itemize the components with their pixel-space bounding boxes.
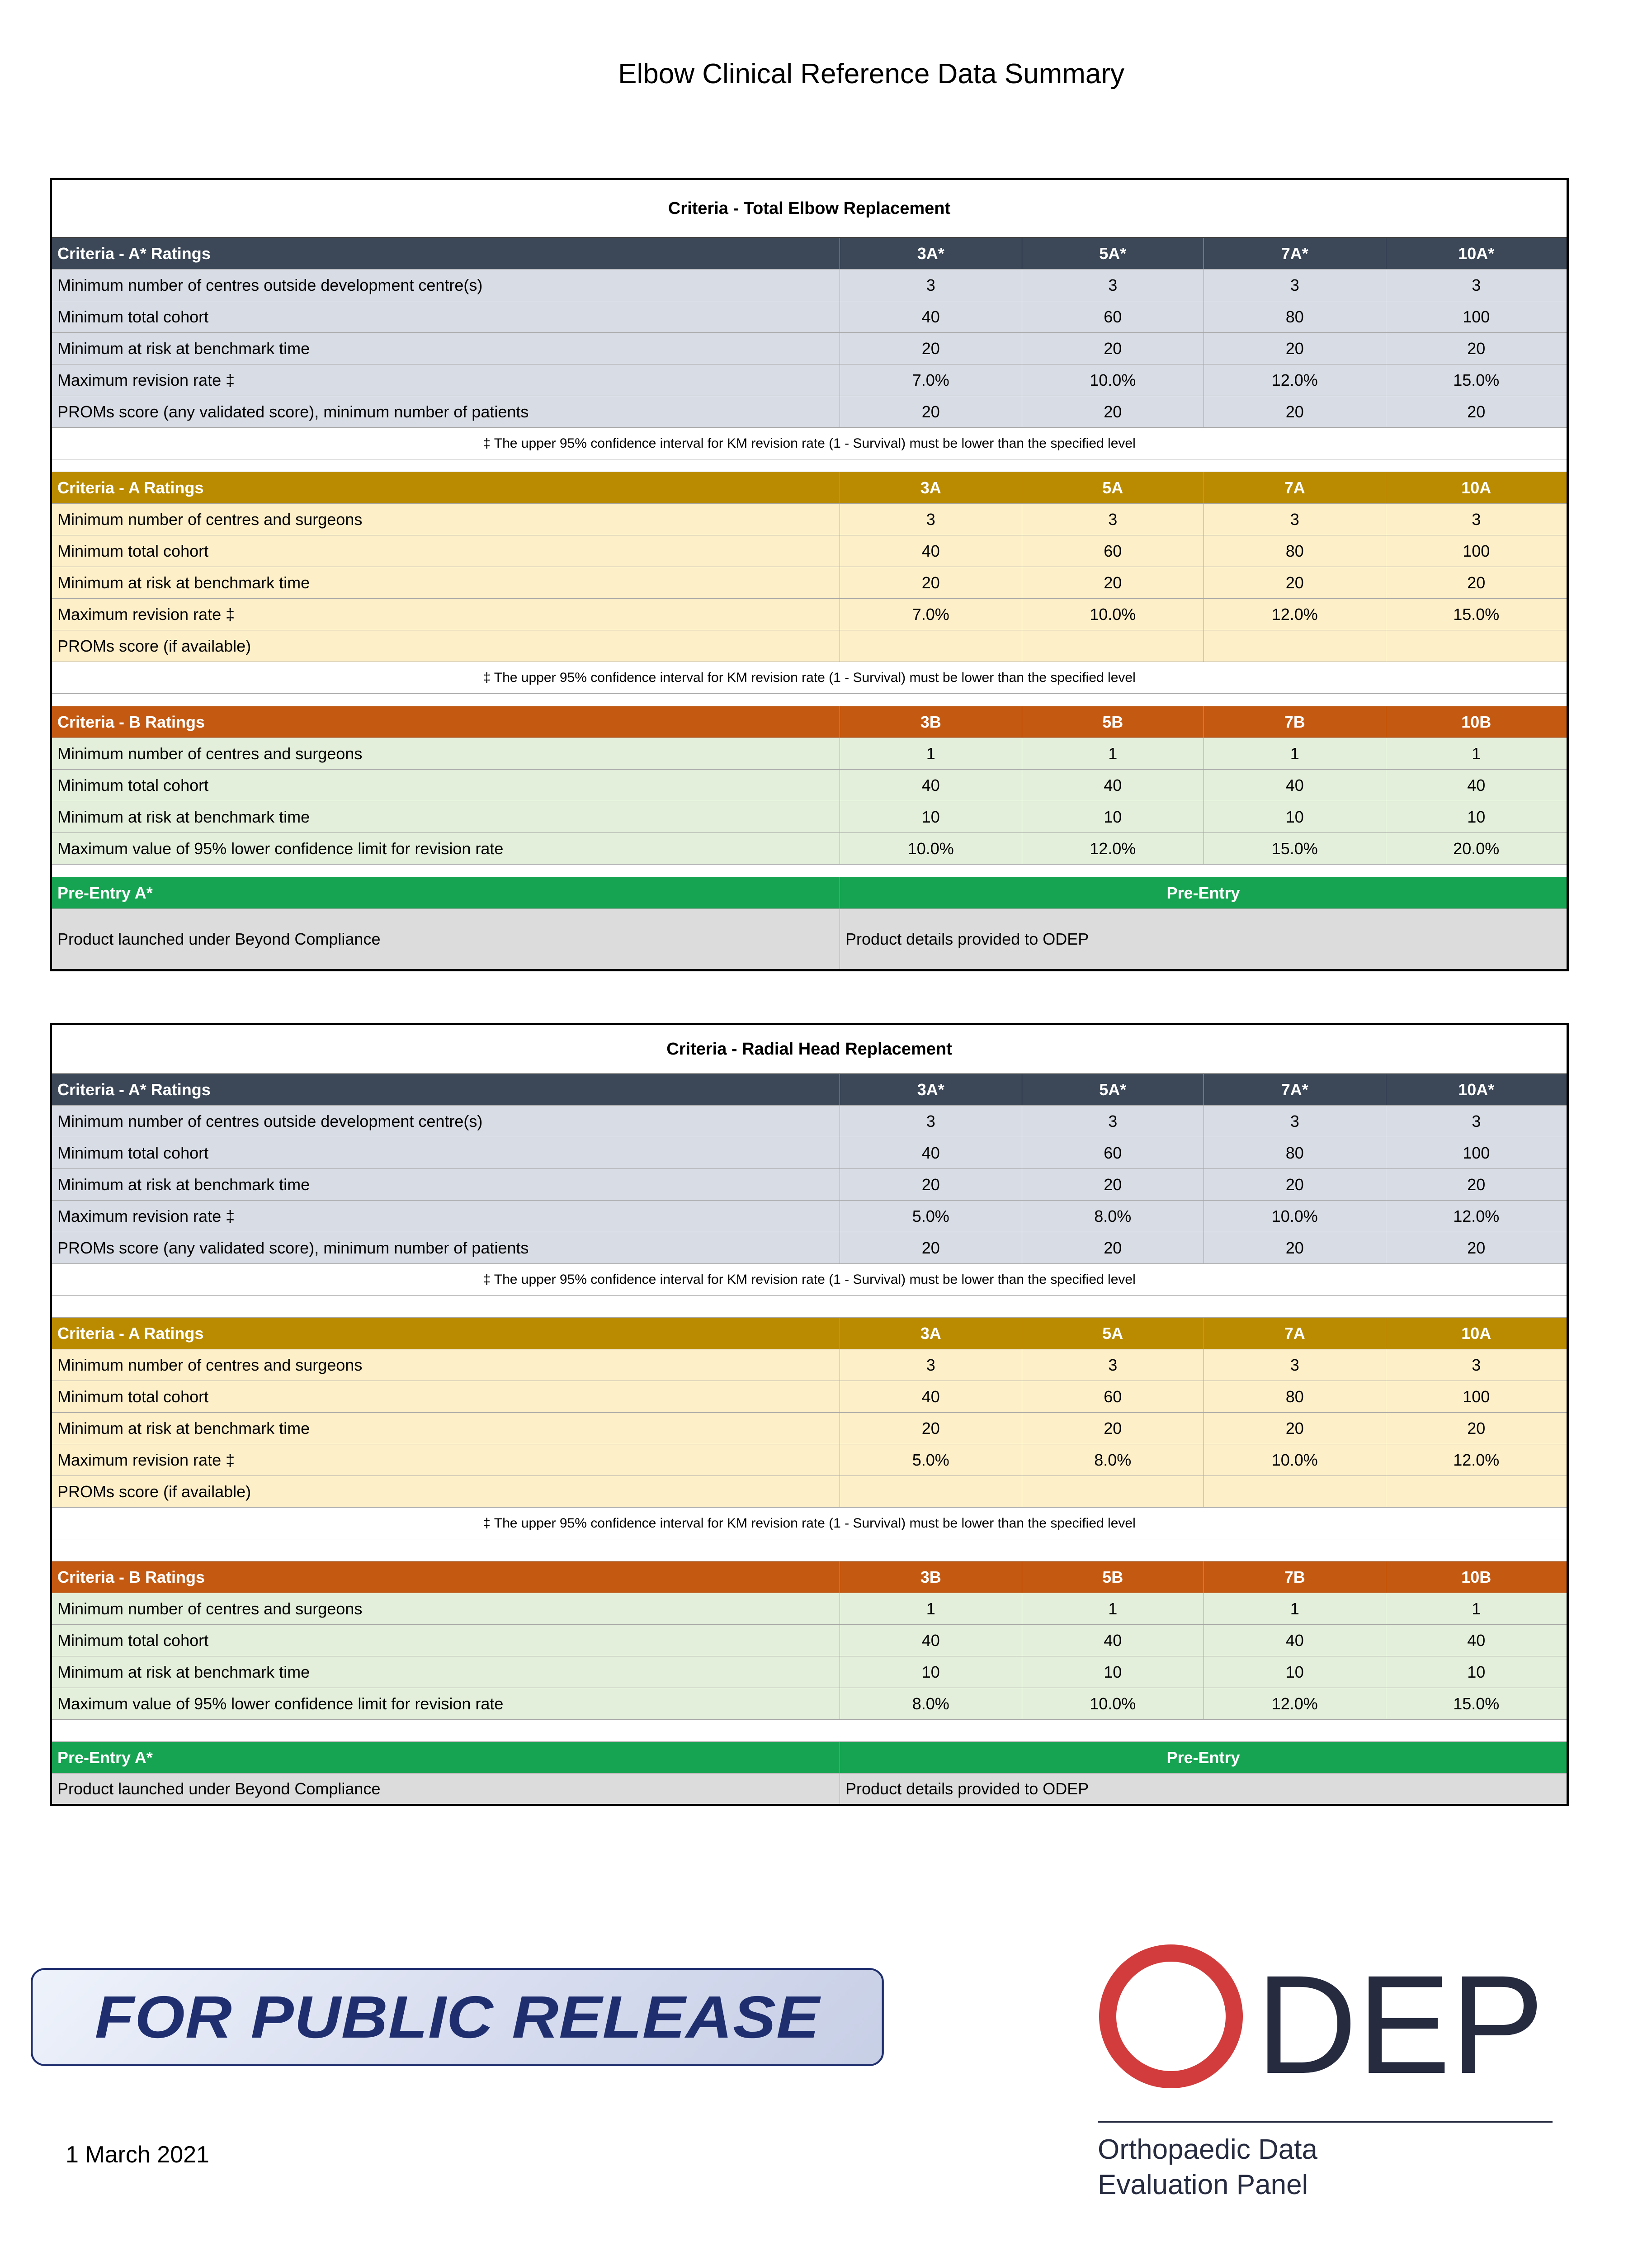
svg-text:DEP: DEP <box>1256 1946 1544 2095</box>
